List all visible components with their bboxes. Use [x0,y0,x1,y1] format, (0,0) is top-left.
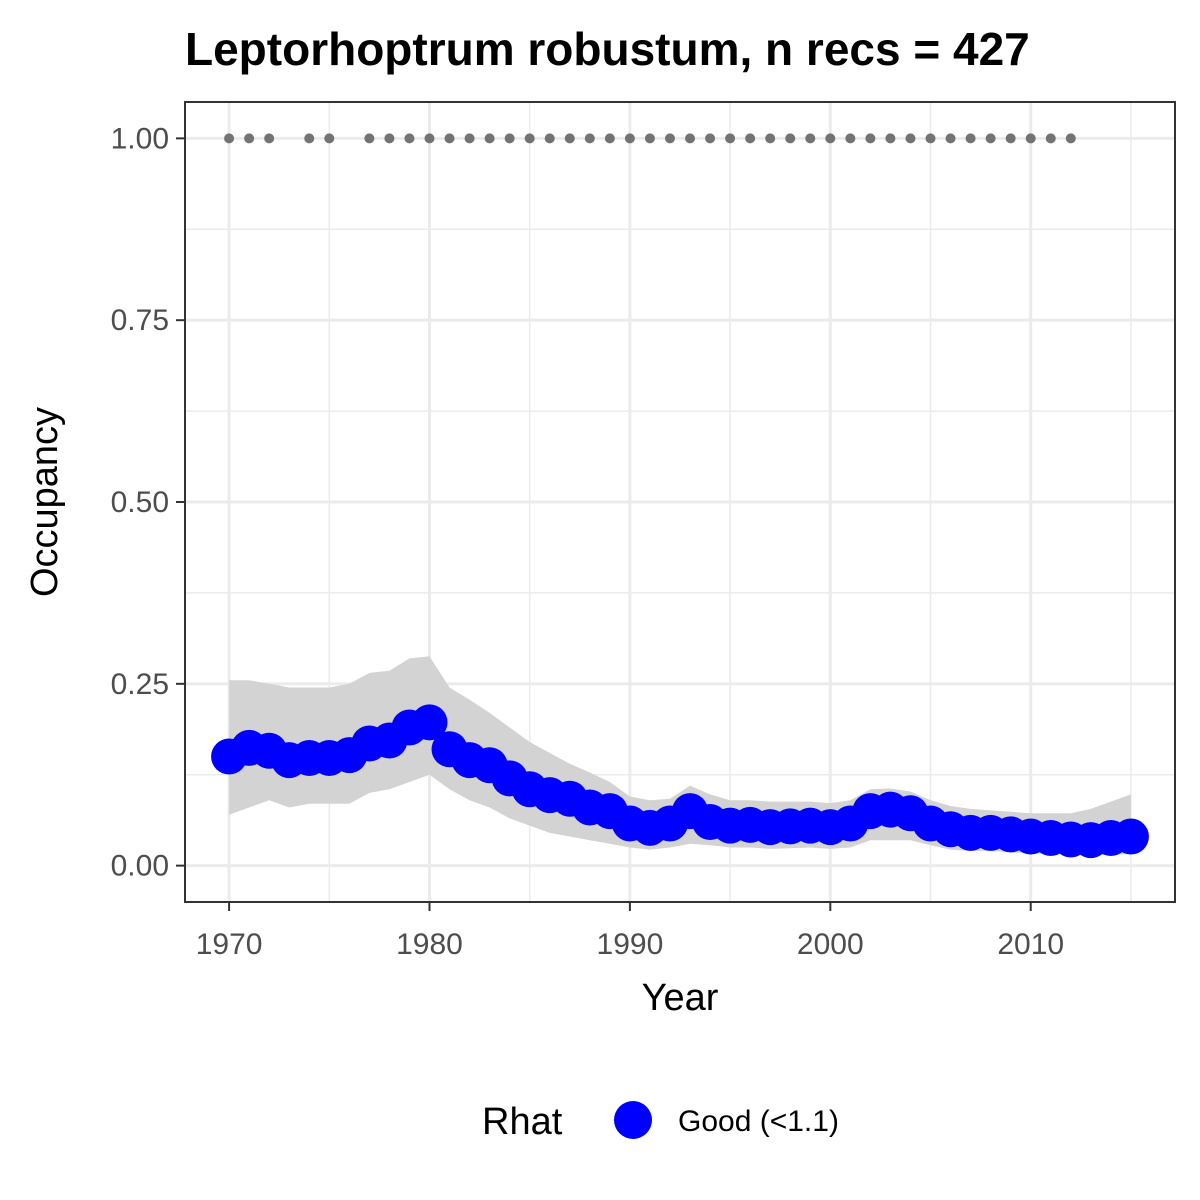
record-dot [464,133,475,144]
y-axis: 0.00 0.25 0.50 0.75 1.00 [111,122,185,883]
legend-label-good: Good (<1.1) [678,1105,839,1138]
record-dot [244,133,255,144]
record-dot [504,133,515,144]
record-dot [845,133,856,144]
record-dot [745,133,756,144]
record-dot [965,133,976,144]
record-dot [725,133,736,144]
record-dot [825,133,836,144]
record-dot [484,133,495,144]
legend-key-good [614,1101,652,1139]
x-tick-label: 2010 [997,928,1064,961]
y-tick-label: 1.00 [111,122,169,155]
occupancy-points [211,704,1149,859]
record-dot [644,133,655,144]
occupancy-point [1112,818,1149,855]
record-dot [564,133,575,144]
record-dot [584,133,595,144]
record-dot [865,133,876,144]
record-dot [785,133,796,144]
record-dot [424,133,435,144]
chart-title: Leptorhoptrum robustum, n recs = 427 [185,23,1030,75]
record-dot [224,133,235,144]
record-dot [324,133,335,144]
record-dot [765,133,776,144]
record-dot [624,133,635,144]
y-tick-label: 0.75 [111,304,169,337]
y-axis-title: Occupancy [24,407,66,597]
plot-panel [184,101,1176,903]
occupancy-point [411,704,448,741]
record-dot [985,133,996,144]
record-dot [925,133,936,144]
record-dot [304,133,315,144]
record-dot [805,133,816,144]
record-dot [685,133,696,144]
legend: Rhat Good (<1.1) [482,1101,839,1143]
record-dot [544,133,555,144]
x-tick-label: 1990 [597,928,664,961]
record-dot [1025,133,1036,144]
record-year-dots [224,133,1076,144]
record-dot [524,133,535,144]
record-dot [664,133,675,144]
x-tick-label: 2000 [797,928,864,961]
y-tick-label: 0.25 [111,668,169,701]
record-dot [945,133,956,144]
y-tick-label: 0.50 [111,486,169,519]
record-dot [705,133,716,144]
record-dot [885,133,896,144]
record-dot [384,133,395,144]
record-dot [364,133,375,144]
x-axis-title: Year [642,977,719,1019]
record-dot [1065,133,1076,144]
x-axis: 1970 1980 1990 2000 2010 [196,902,1064,961]
y-tick-label: 0.00 [111,850,169,883]
record-dot [905,133,916,144]
record-dot [444,133,455,144]
record-dot [604,133,615,144]
x-tick-label: 1970 [196,928,263,961]
legend-title: Rhat [482,1101,563,1143]
x-tick-label: 1980 [396,928,463,961]
record-dot [404,133,415,144]
record-dot [1045,133,1056,144]
record-dot [1005,133,1016,144]
record-dot [264,133,275,144]
